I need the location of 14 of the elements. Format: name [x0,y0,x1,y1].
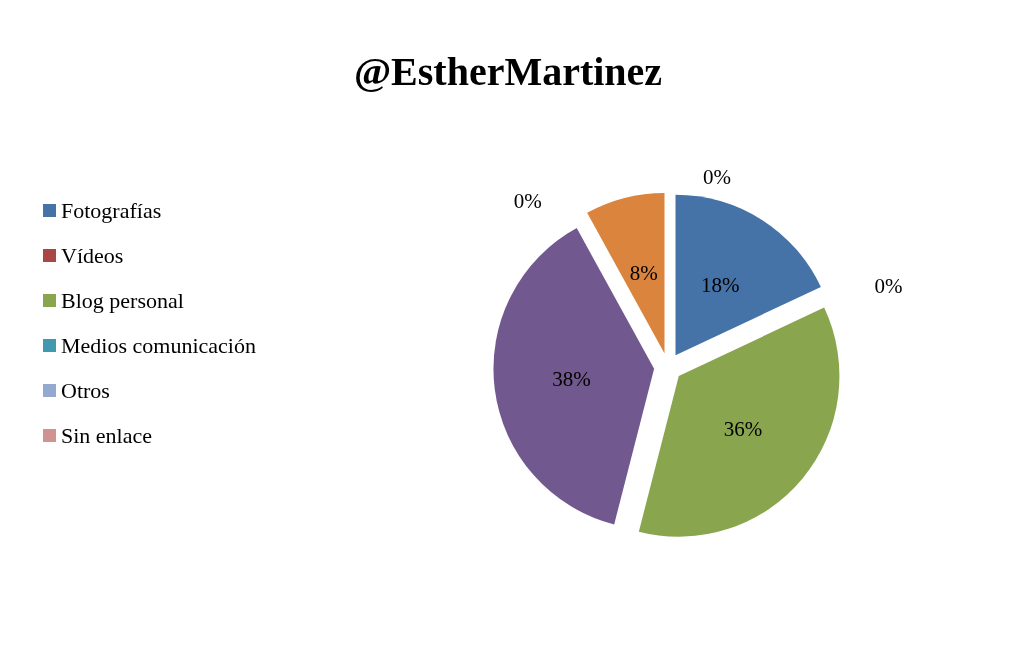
data-label: 38% [552,367,591,392]
text: 0% [703,165,731,190]
chart-title: @EstherMartinez [353,48,663,94]
legend-label: Otros [61,378,110,403]
data-label: 36% [723,417,763,442]
text: 0% [513,188,542,213]
legend-label: Blog personal [61,288,184,313]
legend-label: Sin enlace [61,423,153,448]
legend-label: Vídeos [61,243,124,268]
legend-label: Medios comunicación [61,333,256,358]
text: 0% [874,274,903,299]
data-label: 8% [629,260,658,285]
legend-label: Fotografías [61,198,162,223]
data-label: 18% [700,272,740,297]
